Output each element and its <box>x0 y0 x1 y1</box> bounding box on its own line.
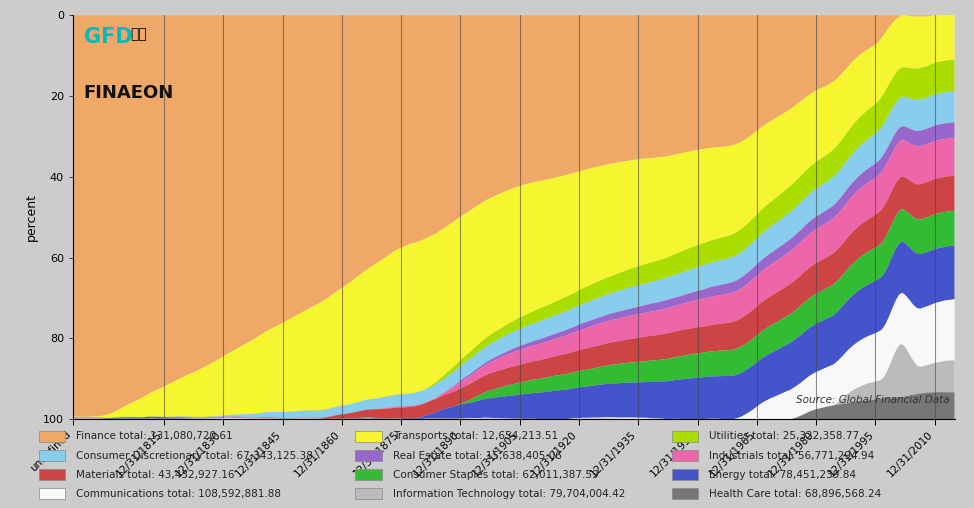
Bar <box>39 431 65 442</box>
Bar <box>356 431 382 442</box>
Bar <box>672 488 698 499</box>
Text: GFD: GFD <box>84 27 132 47</box>
Text: Energy total: 78,451,239.84: Energy total: 78,451,239.84 <box>709 470 856 480</box>
Bar <box>672 450 698 461</box>
Text: Industrials total: 56,771,294.94: Industrials total: 56,771,294.94 <box>709 451 875 461</box>
Text: Finance total: 131,080,720.61: Finance total: 131,080,720.61 <box>76 431 233 441</box>
Bar <box>39 450 65 461</box>
Bar <box>356 450 382 461</box>
Text: Communications total: 108,592,881.88: Communications total: 108,592,881.88 <box>76 489 281 499</box>
Bar <box>672 469 698 481</box>
Text: FINAEON: FINAEON <box>84 84 174 102</box>
Bar <box>39 469 65 481</box>
Text: Information Technology total: 79,704,004.42: Information Technology total: 79,704,004… <box>393 489 625 499</box>
Text: Source: Global Financial Data: Source: Global Financial Data <box>797 395 950 405</box>
Text: Health Care total: 68,896,568.24: Health Care total: 68,896,568.24 <box>709 489 881 499</box>
Bar <box>672 431 698 442</box>
Text: 🌿🌿: 🌿🌿 <box>131 27 147 41</box>
Text: Materials total: 43,432,927.16: Materials total: 43,432,927.16 <box>76 470 235 480</box>
Text: Consumer Discretionary total: 67,343,125.38: Consumer Discretionary total: 67,343,125… <box>76 451 314 461</box>
Bar <box>356 469 382 481</box>
Text: Real Estate total: 15,638,405.06: Real Estate total: 15,638,405.06 <box>393 451 562 461</box>
Text: Transports total: 12,654,213.51: Transports total: 12,654,213.51 <box>393 431 558 441</box>
Text: Utilities total: 25,322,358.77: Utilities total: 25,322,358.77 <box>709 431 860 441</box>
Bar <box>39 488 65 499</box>
Y-axis label: percent: percent <box>24 193 37 241</box>
Bar <box>356 488 382 499</box>
Text: Consumer Staples total: 62,011,387.59: Consumer Staples total: 62,011,387.59 <box>393 470 599 480</box>
